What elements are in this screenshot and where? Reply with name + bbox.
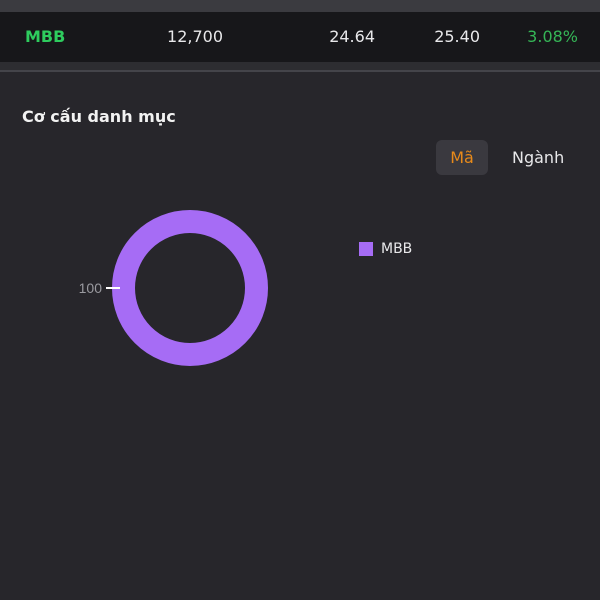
legend-label: MBB — [381, 241, 413, 257]
legend-swatch — [359, 242, 373, 256]
tab-nganh[interactable]: Ngành — [512, 148, 565, 167]
value-1: 24.64 — [329, 27, 375, 46]
price: 12,700 — [167, 27, 223, 46]
section-title: Cơ cấu danh mục — [22, 107, 176, 126]
symbol: MBB — [25, 27, 66, 46]
tab-ma[interactable]: Mã — [436, 140, 488, 175]
spacer — [0, 62, 600, 70]
divider — [0, 70, 600, 72]
holding-row[interactable]: MBB 12,700 24.64 25.40 3.08% — [0, 12, 600, 62]
data-label: 100 — [79, 280, 103, 296]
donut-slice[interactable] — [112, 210, 268, 366]
top-strip — [0, 0, 600, 12]
value-2: 25.40 — [434, 27, 480, 46]
percent-change: 3.08% — [527, 27, 578, 46]
legend-item[interactable]: MBB — [359, 241, 412, 257]
